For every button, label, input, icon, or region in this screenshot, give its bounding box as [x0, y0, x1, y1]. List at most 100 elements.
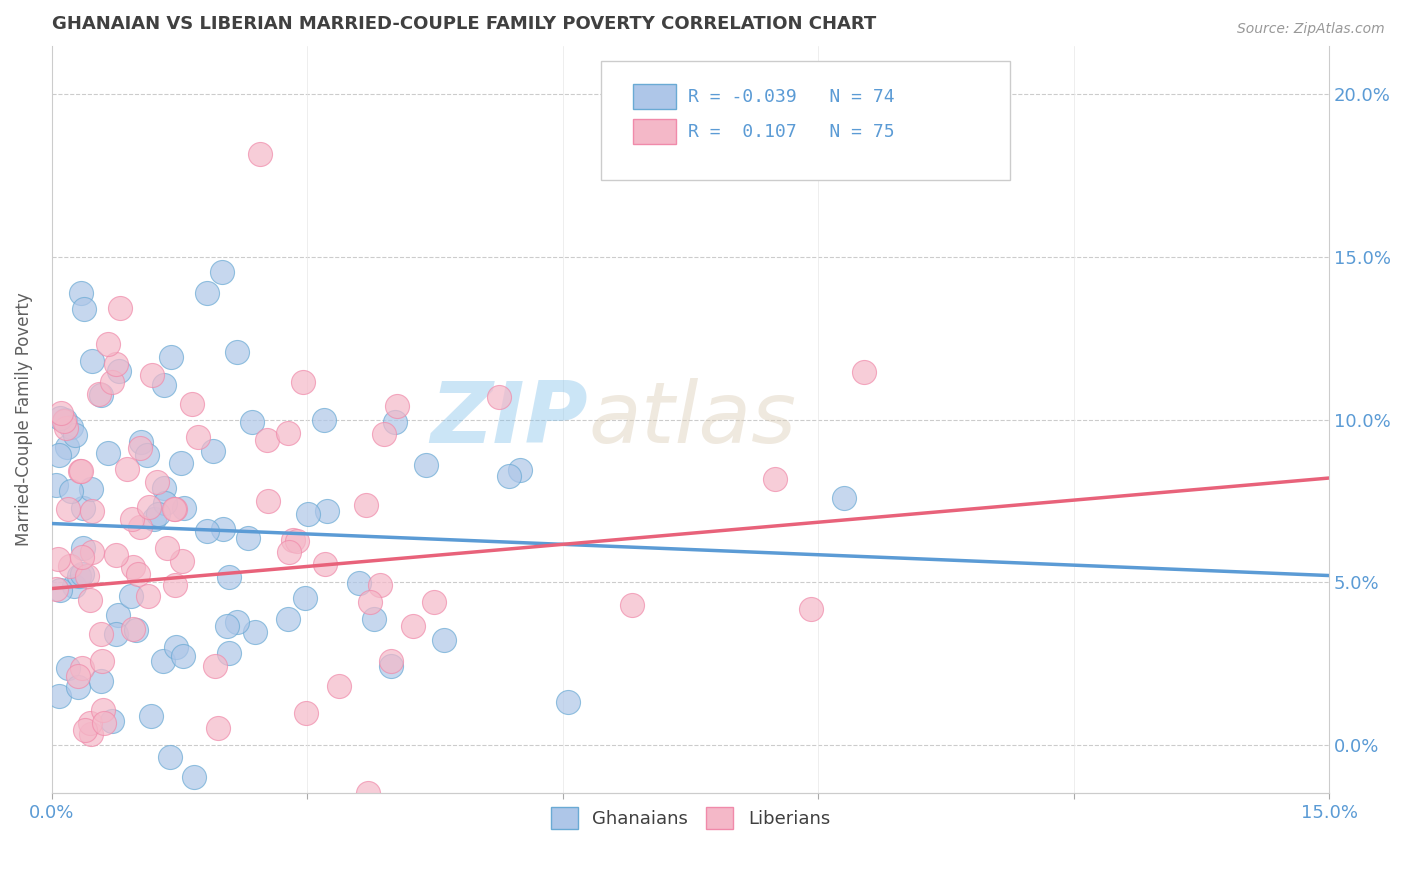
Point [136, 589, 159, 603]
Point [90, 674, 112, 689]
Point [312, 413, 335, 427]
Point [292, 375, 315, 389]
Point [240, 415, 263, 429]
Point [97, 446, 120, 460]
FancyBboxPatch shape [633, 84, 676, 109]
Point [59, 484, 82, 499]
Point [160, 350, 183, 364]
Point [152, 378, 174, 392]
Point [368, 578, 391, 592]
Point [53, 413, 76, 427]
Point [73, 723, 96, 737]
Point [80, 504, 103, 518]
Point [402, 619, 425, 633]
Point [357, 786, 380, 800]
Point [90, 388, 112, 402]
Point [70, 464, 93, 478]
Point [170, 456, 193, 470]
Point [153, 481, 176, 495]
Point [82, 354, 104, 368]
Point [153, 496, 176, 510]
Point [621, 598, 644, 612]
Point [384, 415, 406, 429]
Point [129, 519, 152, 533]
Point [46, 552, 69, 566]
Point [67, 680, 90, 694]
Point [294, 591, 316, 605]
Point [67, 569, 90, 583]
Point [56, 440, 79, 454]
Point [105, 626, 128, 640]
Point [226, 615, 249, 630]
Point [49, 582, 72, 597]
Point [195, 524, 218, 538]
Point [120, 589, 142, 603]
Point [173, 500, 195, 515]
Point [79, 727, 101, 741]
Point [257, 494, 280, 508]
Text: Source: ZipAtlas.com: Source: ZipAtlas.com [1237, 22, 1385, 37]
Point [800, 602, 823, 616]
Point [49, 411, 72, 425]
FancyBboxPatch shape [600, 61, 1010, 180]
Point [281, 533, 304, 547]
Point [146, 475, 169, 490]
Point [204, 659, 226, 673]
Point [49, 405, 72, 419]
Point [48, 689, 70, 703]
Text: atlas: atlas [588, 378, 796, 461]
Point [121, 622, 143, 636]
Point [207, 721, 229, 735]
Text: R =  0.107   N = 75: R = 0.107 N = 75 [688, 123, 894, 141]
Point [87, 387, 110, 401]
Point [97, 336, 120, 351]
Point [56, 501, 79, 516]
Point [433, 632, 456, 647]
Point [509, 463, 531, 477]
Point [763, 472, 786, 486]
Point [218, 570, 240, 584]
Point [129, 805, 152, 819]
Point [70, 661, 93, 675]
Point [181, 397, 204, 411]
Point [172, 648, 194, 663]
Legend: Ghanaians, Liberians: Ghanaians, Liberians [544, 800, 838, 837]
Point [215, 618, 238, 632]
Point [363, 612, 385, 626]
Point [122, 559, 145, 574]
Point [156, 541, 179, 555]
Point [129, 435, 152, 450]
Point [211, 265, 233, 279]
Point [105, 548, 128, 562]
Point [316, 504, 339, 518]
Point [226, 344, 249, 359]
Point [45, 582, 67, 596]
Point [277, 545, 299, 559]
Point [93, 716, 115, 731]
Point [63, 427, 86, 442]
Point [69, 285, 91, 300]
Point [249, 147, 271, 161]
Point [170, 554, 193, 568]
Point [498, 469, 520, 483]
Point [100, 375, 122, 389]
Point [141, 709, 163, 723]
Point [69, 464, 91, 478]
Text: ZIP: ZIP [430, 378, 588, 461]
Point [115, 462, 138, 476]
Point [58, 661, 80, 675]
Point [135, 448, 157, 462]
Point [165, 640, 187, 654]
Point [60, 419, 83, 434]
Point [415, 458, 437, 472]
Point [165, 502, 187, 516]
Point [423, 595, 446, 609]
Point [55, 420, 77, 434]
Point [72, 541, 94, 556]
Point [121, 512, 143, 526]
Point [488, 391, 510, 405]
Point [183, 770, 205, 784]
Point [187, 429, 209, 443]
Point [141, 368, 163, 382]
Point [138, 500, 160, 515]
